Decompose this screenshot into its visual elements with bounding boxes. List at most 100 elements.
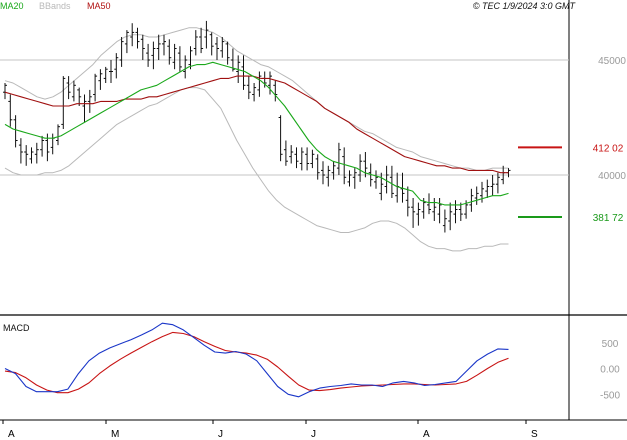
ohlc-bar: [416, 202, 421, 226]
bband-upper-line: [4, 27, 509, 171]
ohlc-bar: [156, 34, 161, 60]
ohlc-bar: [114, 53, 119, 79]
ohlc-bar: [490, 175, 495, 196]
ohlc-bar: [167, 39, 172, 65]
ohlc-bar: [209, 32, 214, 56]
ohlc-bar: [374, 170, 378, 189]
ohlc-bar: [252, 83, 257, 102]
y-tick-label: 45000: [598, 56, 626, 67]
macd-y-tick-label: -500: [600, 390, 620, 401]
ohlc-bar: [66, 76, 71, 100]
ohlc-bar: [77, 87, 82, 106]
ohlc-bar: [24, 145, 29, 166]
ohlc-bar: [358, 154, 363, 182]
x-tick-label: J: [311, 429, 316, 440]
ohlc-bar: [183, 55, 188, 79]
ohlc-bar: [289, 145, 294, 164]
ohlc-bar: [495, 172, 500, 194]
ohlc-bar: [13, 115, 18, 148]
ohlc-bar: [29, 147, 34, 164]
ohlc-bar: [326, 165, 331, 187]
ohlc-bar: [18, 138, 23, 164]
ohlc-bar: [432, 198, 437, 221]
ohlc-bar: [135, 27, 140, 49]
y-tick-label: 40000: [598, 171, 626, 182]
ohlc-bar: [437, 198, 442, 224]
ohlc-bar: [151, 41, 156, 70]
ohlc-bar: [71, 80, 76, 102]
ohlc-bar: [146, 43, 151, 67]
ohlc-bar: [193, 30, 198, 56]
ohlc-bar: [411, 198, 416, 228]
macd-lines: [4, 322, 509, 398]
ohlc-bar: [220, 37, 225, 58]
ohlc-bar: [485, 179, 490, 198]
macd-y-tick-label: 500: [602, 339, 619, 350]
macd-line: [4, 322, 509, 398]
ohlc-bar: [268, 71, 272, 95]
ohlc-bar: [124, 30, 129, 54]
x-tick-label: J: [218, 429, 223, 440]
ohlc-bar: [188, 46, 193, 70]
legend-ma50: MA50: [87, 1, 111, 11]
ohlc-bar: [177, 46, 182, 72]
ohlc-bar: [87, 89, 92, 113]
moving-averages: [4, 61, 509, 206]
ohlc-bar: [342, 147, 347, 185]
ohlc-bar: [427, 193, 431, 215]
ohlc-bar: [389, 165, 394, 198]
x-tick-label: M: [111, 429, 119, 440]
ohlc-bar: [257, 71, 262, 97]
ohlc-bar: [50, 133, 55, 155]
ohlc-bar: [172, 43, 177, 70]
ohlc-bar: [336, 142, 341, 175]
ohlc-bar: [204, 20, 209, 49]
ohlc-bar: [305, 147, 310, 171]
ma20-line: [4, 61, 509, 206]
ohlc-bar: [130, 23, 135, 47]
ohlc-bar: [61, 76, 66, 129]
ohlc-bar: [405, 186, 410, 217]
ohlc-bar: [3, 83, 7, 100]
ohlc-bar: [162, 34, 166, 56]
ohlc-bar: [442, 209, 447, 233]
macd-title: MACD: [3, 323, 30, 333]
ohlc-bar: [40, 135, 45, 157]
ohlc-bar: [98, 69, 103, 90]
ohlc-bar: [103, 66, 108, 83]
ohlc-bar: [315, 154, 320, 180]
x-tick-label: S: [531, 429, 538, 440]
ohlc-bar: [331, 161, 336, 180]
copyright-text: © TEC 1/9/2024 3:0 GMT: [473, 1, 577, 11]
bband-lower-line: [4, 87, 509, 252]
ohlc-bar: [474, 186, 479, 205]
price-bars: [3, 20, 511, 233]
support-level-label: 381 72: [593, 213, 624, 224]
ohlc-bar: [215, 37, 219, 60]
ohlc-bar: [82, 94, 87, 123]
ohlc-bar: [109, 60, 113, 83]
price-levels: 412 02 381 72: [518, 143, 624, 224]
bollinger-bands: [4, 27, 509, 252]
ohlc-bar: [453, 200, 458, 224]
ohlc-bar: [199, 27, 204, 54]
chart-frame: [0, 0, 627, 421]
legend-ma20: MA20: [0, 1, 24, 11]
x-tick-label: A: [423, 429, 430, 440]
ohlc-bar: [56, 124, 60, 146]
grid-lines: [0, 59, 569, 176]
ohlc-bar: [273, 80, 278, 102]
legend-bbands: BBands: [39, 1, 71, 11]
ohlc-bar: [469, 188, 474, 212]
ohlc-bar: [8, 94, 13, 127]
ohlc-bar: [119, 37, 124, 67]
ma50-line: [4, 75, 509, 174]
ohlc-bar: [225, 41, 230, 65]
axis-labels: 40000 45000 500 0.00 -500 A M J J A S: [2, 56, 626, 440]
ohlc-bar: [310, 149, 315, 169]
ohlc-bar: [321, 161, 325, 185]
ohlc-bar: [458, 202, 463, 221]
ohlc-bar: [347, 170, 352, 187]
ohlc-bar: [352, 168, 357, 189]
